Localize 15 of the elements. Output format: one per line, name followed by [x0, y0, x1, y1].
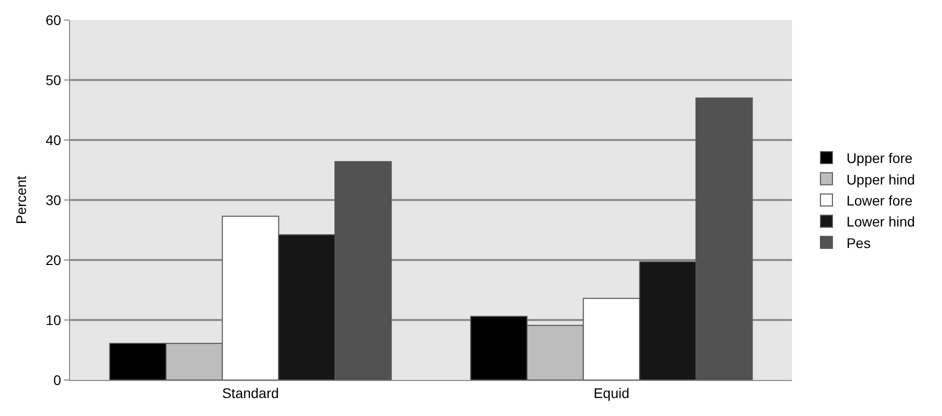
y-tick-label: 50 [46, 72, 62, 88]
legend-label: Upper hind [846, 171, 915, 188]
x-tick-label: Standard [222, 384, 279, 401]
legend-label: Lower fore [846, 192, 913, 208]
y-tick-label: 0 [53, 372, 62, 388]
y-tick-label: 30 [46, 192, 62, 208]
y-tick-label: 20 [46, 252, 62, 268]
legend-label: Lower hind [846, 214, 915, 230]
y-tick-label: 40 [46, 132, 62, 148]
y-axis-title: Percent [13, 176, 30, 224]
x-tick-label: Equid [594, 384, 630, 401]
y-tick-label: 10 [46, 312, 62, 328]
y-tick-label: 60 [46, 12, 62, 28]
legend-label: Upper fore [846, 150, 913, 166]
legend-label: Pes [846, 234, 871, 251]
